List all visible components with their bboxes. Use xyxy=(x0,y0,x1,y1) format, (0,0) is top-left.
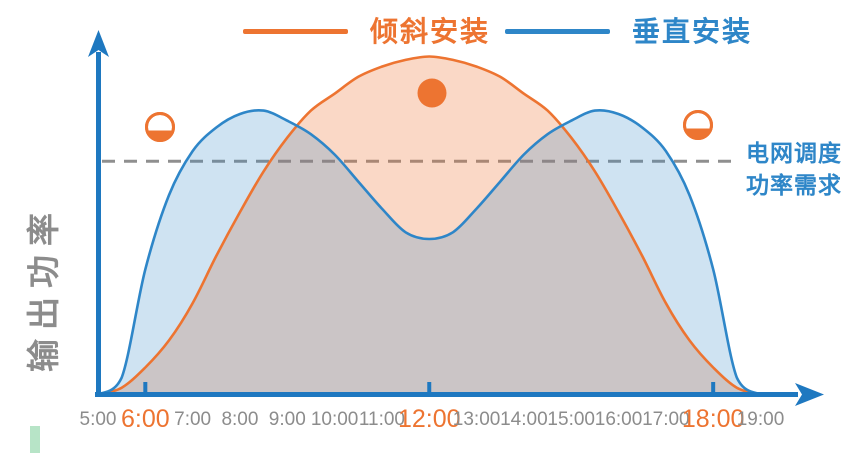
vertical-legend-swatch xyxy=(505,28,610,34)
x-tick-label: 19:00 xyxy=(736,409,785,430)
legend-item-tilted: 倾斜安装 xyxy=(243,10,490,50)
tilted-curve xyxy=(97,55,761,396)
tilted-legend-swatch xyxy=(243,28,348,34)
x-tick-label: 11:00 xyxy=(358,409,405,430)
x-tick-label: 6:00 xyxy=(120,405,170,433)
x-tick-label: 9:00 xyxy=(268,409,306,430)
x-tick-label: 7:00 xyxy=(174,409,212,430)
x-tick-label: 8:00 xyxy=(221,409,259,430)
evening-sun-icon xyxy=(668,95,728,155)
y-axis-title: 输出功率 xyxy=(25,204,62,372)
vertical-area xyxy=(98,110,761,395)
x-tick-label: 12:00 xyxy=(397,405,461,433)
vertical-curve xyxy=(97,108,762,396)
x-axis-arrowhead xyxy=(795,383,824,406)
y-axis-arrowhead xyxy=(88,30,109,57)
grid-demand-label-line2: 功率需求 xyxy=(746,172,842,198)
legend-item-vertical: 垂直安装 xyxy=(505,10,752,50)
green-marker xyxy=(30,426,40,453)
axes xyxy=(88,30,824,406)
axis-ticks xyxy=(143,382,716,392)
grid-demand-label: 电网调度 功率需求 xyxy=(746,137,842,201)
x-tick-label: 5:00 xyxy=(79,409,117,430)
x-tick-label: 17:00 xyxy=(642,409,690,430)
x-tick-label: 14:00 xyxy=(500,409,548,430)
tilted-area xyxy=(98,56,761,395)
x-tick-label: 18:00 xyxy=(681,405,745,433)
x-tick-label: 15:00 xyxy=(547,409,595,430)
noon-sun-icon xyxy=(402,63,462,123)
x-tick-label: 16:00 xyxy=(594,409,643,430)
grid-demand-label-line1: 电网调度 xyxy=(746,140,842,166)
x-tick-label: 13:00 xyxy=(452,409,501,430)
sun-icons xyxy=(130,63,728,157)
vertical-legend-label: 垂直安装 xyxy=(632,16,753,47)
morning-sun-icon xyxy=(130,97,190,157)
x-tick-label: 10:00 xyxy=(310,409,359,430)
tilted-legend-label: 倾斜安装 xyxy=(370,16,491,47)
